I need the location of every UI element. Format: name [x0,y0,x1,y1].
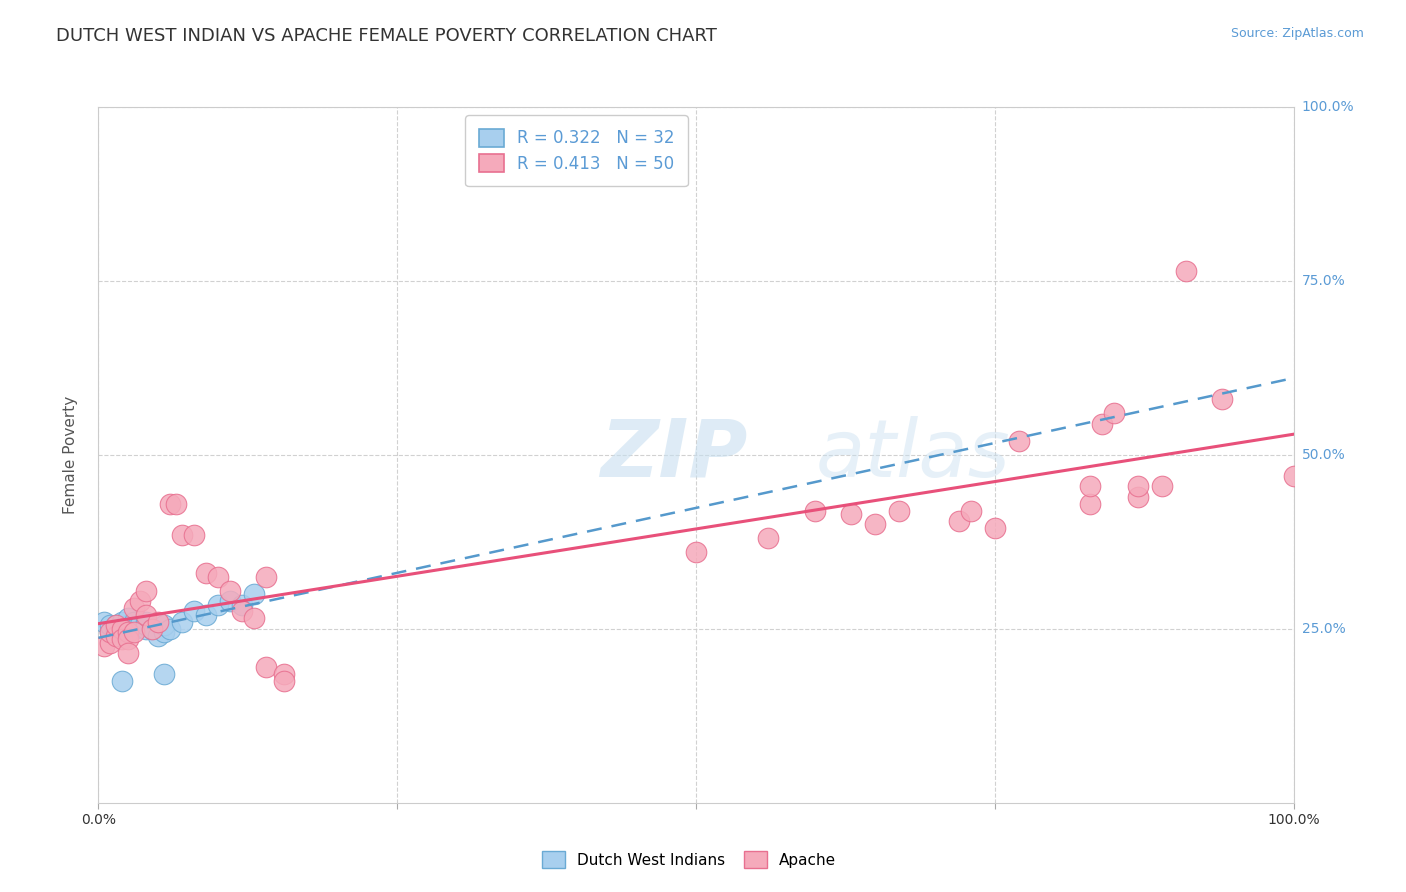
Point [1128,490,1150,504]
Y-axis label: Female Poverty: Female Poverty [63,396,77,514]
Point [219,583,242,598]
Point [117,646,139,660]
Point [117,618,139,632]
Point [231,598,253,612]
Point [1175,263,1198,277]
Legend: Dutch West Indians, Apache: Dutch West Indians, Apache [534,844,844,875]
Point [135,618,157,632]
Text: atlas: atlas [815,416,1011,494]
Point [254,660,277,674]
Point [111,625,134,640]
Point [111,622,134,636]
Point [124,601,146,615]
Point [889,503,911,517]
Point [135,607,157,622]
Point [1080,497,1102,511]
Point [148,629,170,643]
Point [117,625,139,640]
Point [983,521,1005,535]
Point [243,587,266,601]
Point [183,605,205,619]
Point [141,622,163,636]
Point [105,622,128,636]
Point [159,622,181,636]
Point [804,503,827,517]
Point [111,632,134,647]
Point [148,615,170,629]
Text: DUTCH WEST INDIAN VS APACHE FEMALE POVERTY CORRELATION CHART: DUTCH WEST INDIAN VS APACHE FEMALE POVER… [56,27,717,45]
Point [1211,392,1233,407]
Point [1080,479,1102,493]
Point [207,598,229,612]
Point [111,615,134,629]
Point [98,636,122,650]
Point [1282,468,1305,483]
Point [105,629,128,643]
Point [129,618,152,632]
Legend: R = 0.322   N = 32, R = 0.413   N = 50: R = 0.322 N = 32, R = 0.413 N = 50 [465,115,688,186]
Point [839,507,862,521]
Point [172,528,194,542]
Point [863,517,886,532]
Point [273,674,295,689]
Point [124,625,146,640]
Point [135,615,157,629]
Point [117,632,139,647]
Point [685,545,707,559]
Point [129,594,152,608]
Point [273,667,295,681]
Point [243,611,266,625]
Point [124,622,146,636]
Point [194,566,217,581]
Point [172,615,194,629]
Text: 100.0%: 100.0% [1302,100,1354,114]
Point [141,622,163,636]
Point [1102,406,1125,420]
Point [153,618,176,632]
Point [254,570,277,584]
Point [1150,479,1173,493]
Text: Source: ZipAtlas.com: Source: ZipAtlas.com [1230,27,1364,40]
Point [111,674,134,689]
Point [959,503,981,517]
Point [135,622,157,636]
Point [111,622,134,636]
Point [159,497,181,511]
Point [105,625,128,640]
Text: ZIP: ZIP [600,416,748,494]
Point [756,532,779,546]
Point [98,625,122,640]
Point [124,618,146,632]
Point [105,618,128,632]
Point [1091,417,1114,431]
Text: 25.0%: 25.0% [1302,622,1346,636]
Point [165,497,187,511]
Point [117,611,139,625]
Point [1128,479,1150,493]
Point [135,583,157,598]
Point [219,594,242,608]
Text: 50.0%: 50.0% [1302,448,1346,462]
Point [194,607,217,622]
Text: 75.0%: 75.0% [1302,274,1346,288]
Point [93,639,115,653]
Point [153,625,176,640]
Point [207,570,229,584]
Point [105,618,128,632]
Point [98,625,122,640]
Point [98,618,122,632]
Point [153,667,176,681]
Point [1007,434,1029,448]
Point [93,615,115,629]
Point [948,514,970,528]
Point [124,615,146,629]
Point [183,528,205,542]
Point [231,605,253,619]
